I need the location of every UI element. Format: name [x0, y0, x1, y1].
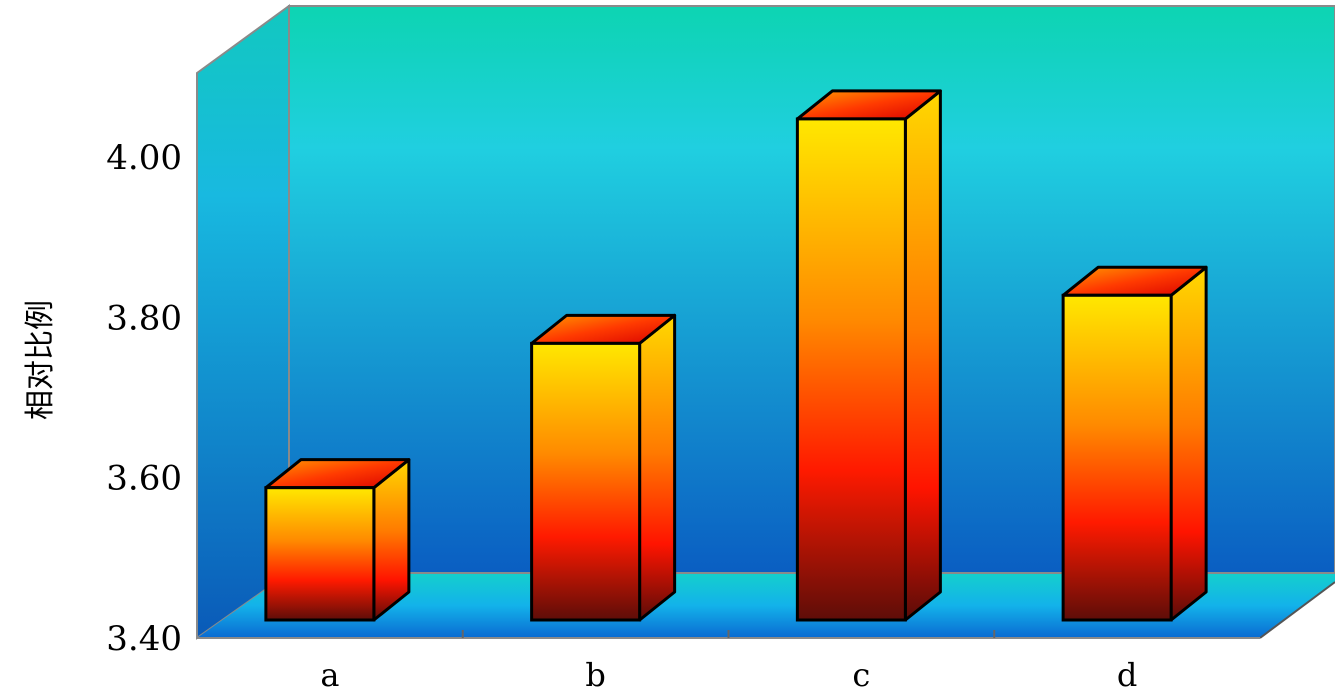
bar-c — [795, 89, 942, 622]
floor — [197, 573, 1335, 638]
bar-front-face — [264, 486, 376, 622]
y-tick-label: 4.00 — [106, 138, 182, 178]
bar-front-face — [1061, 293, 1173, 622]
category-label: a — [320, 656, 339, 691]
floor-right-edge — [1259, 581, 1335, 639]
bar-b — [530, 313, 677, 622]
category-label: d — [1117, 656, 1137, 691]
y-axis-title: 相对比例 — [23, 300, 58, 420]
y-tick-labels: 3.40 3.60 3.80 4.00 — [106, 138, 182, 659]
bar-side-face — [1169, 265, 1208, 622]
bar-a — [264, 458, 411, 622]
category-label: b — [585, 656, 605, 691]
y-tick-label: 3.60 — [106, 459, 182, 499]
bar-front-face — [795, 117, 907, 622]
bar-side-face — [638, 313, 677, 622]
bar-d — [1061, 265, 1208, 622]
y-tick-label: 3.80 — [106, 298, 182, 338]
category-labels: a b c d — [320, 656, 1137, 691]
bar-side-face — [903, 89, 942, 622]
bar-front-face — [530, 341, 642, 622]
y-tick-label: 3.40 — [106, 619, 182, 659]
x-axis-ticks — [461, 630, 996, 638]
bars — [264, 89, 1208, 622]
category-label: c — [852, 656, 870, 691]
